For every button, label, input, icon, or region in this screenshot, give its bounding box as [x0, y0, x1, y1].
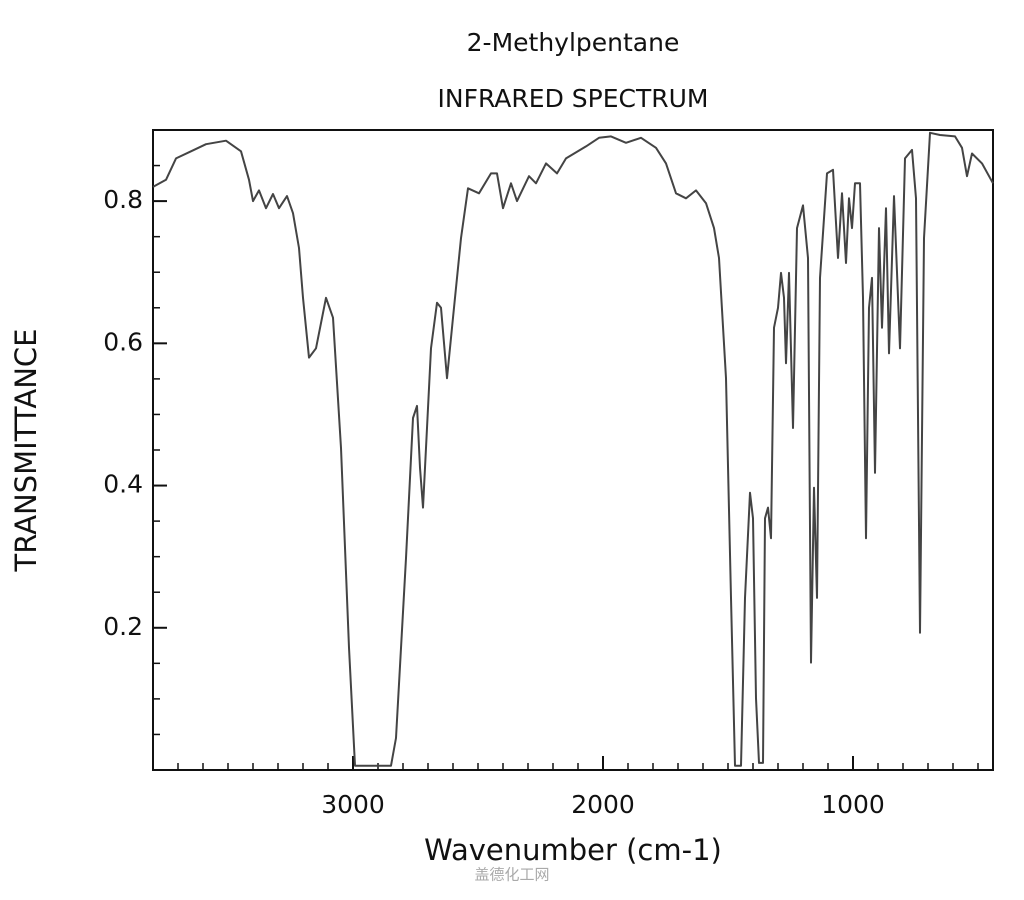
chart-subtitle: INFRARED SPECTRUM — [438, 84, 709, 113]
x-tick-label: 2000 — [571, 790, 635, 819]
y-tick-label: 0.8 — [103, 185, 143, 214]
x-tick-label: 1000 — [821, 790, 885, 819]
x-axis-label: Wavenumber (cm-1) — [424, 833, 722, 867]
spectrum-line — [152, 131, 994, 767]
y-tick-label: 0.2 — [103, 612, 143, 641]
watermark: 盖德化工网 — [474, 866, 549, 884]
y-tick-label: 0.4 — [103, 470, 143, 499]
chart-title: 2-Methylpentane — [467, 28, 680, 57]
x-tick-label: 3000 — [321, 790, 385, 819]
y-tick-label: 0.6 — [103, 327, 143, 356]
y-axis-label: TRANSMITTANCE — [9, 329, 43, 573]
